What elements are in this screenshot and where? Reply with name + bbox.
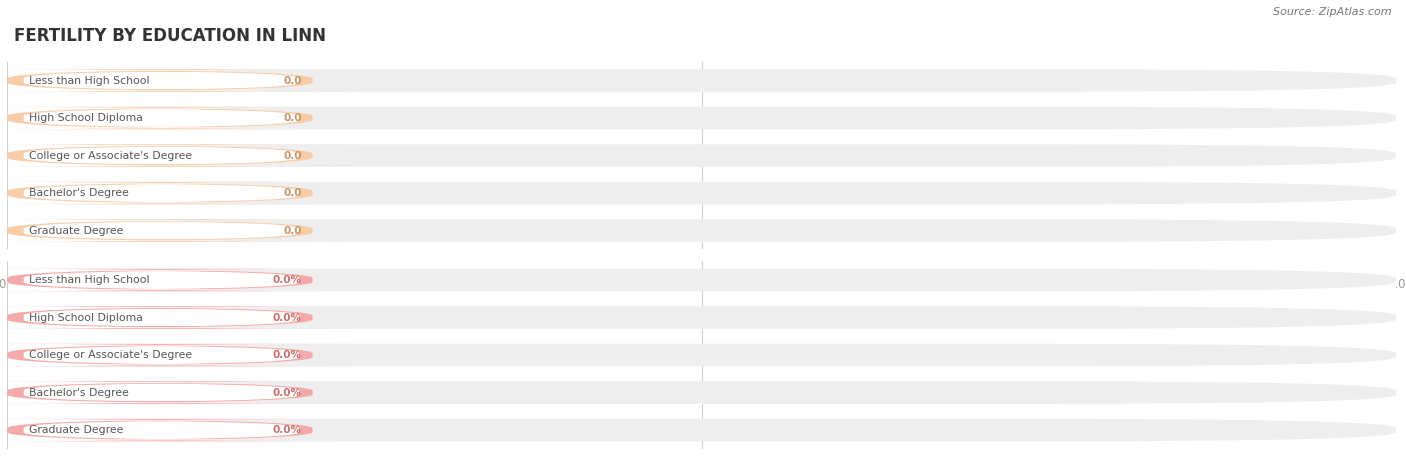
Text: High School Diploma: High School Diploma — [30, 113, 143, 123]
FancyBboxPatch shape — [21, 270, 301, 290]
Text: 0.0: 0.0 — [283, 113, 301, 123]
FancyBboxPatch shape — [7, 344, 1396, 366]
FancyBboxPatch shape — [0, 344, 354, 366]
FancyBboxPatch shape — [0, 182, 354, 204]
Text: 0.0: 0.0 — [283, 188, 301, 198]
FancyBboxPatch shape — [21, 420, 301, 440]
Text: 0.0%: 0.0% — [273, 313, 301, 323]
FancyBboxPatch shape — [0, 419, 354, 441]
FancyBboxPatch shape — [0, 269, 354, 291]
FancyBboxPatch shape — [7, 306, 1396, 329]
FancyBboxPatch shape — [7, 107, 1396, 129]
Text: College or Associate's Degree: College or Associate's Degree — [30, 151, 193, 161]
FancyBboxPatch shape — [7, 219, 1396, 242]
FancyBboxPatch shape — [0, 69, 354, 92]
Text: 0.0%: 0.0% — [273, 388, 301, 398]
FancyBboxPatch shape — [7, 69, 1396, 92]
Text: College or Associate's Degree: College or Associate's Degree — [30, 350, 193, 360]
FancyBboxPatch shape — [21, 308, 301, 327]
FancyBboxPatch shape — [7, 381, 1396, 404]
Text: 0.0: 0.0 — [283, 226, 301, 236]
FancyBboxPatch shape — [21, 383, 301, 402]
Text: Source: ZipAtlas.com: Source: ZipAtlas.com — [1274, 8, 1392, 18]
FancyBboxPatch shape — [21, 221, 301, 240]
Text: Graduate Degree: Graduate Degree — [30, 425, 124, 435]
Text: High School Diploma: High School Diploma — [30, 313, 143, 323]
Text: 0.0%: 0.0% — [273, 350, 301, 360]
Text: Graduate Degree: Graduate Degree — [30, 226, 124, 236]
Text: 0.0: 0.0 — [283, 76, 301, 86]
FancyBboxPatch shape — [21, 146, 301, 165]
Text: Bachelor's Degree: Bachelor's Degree — [30, 388, 129, 398]
FancyBboxPatch shape — [7, 419, 1396, 441]
FancyBboxPatch shape — [21, 345, 301, 365]
FancyBboxPatch shape — [0, 144, 354, 167]
Text: 0.0%: 0.0% — [273, 425, 301, 435]
Text: Less than High School: Less than High School — [30, 76, 150, 86]
FancyBboxPatch shape — [0, 107, 354, 129]
FancyBboxPatch shape — [7, 144, 1396, 167]
FancyBboxPatch shape — [0, 219, 354, 242]
Text: FERTILITY BY EDUCATION IN LINN: FERTILITY BY EDUCATION IN LINN — [14, 27, 326, 45]
FancyBboxPatch shape — [0, 306, 354, 329]
Text: 0.0: 0.0 — [283, 151, 301, 161]
Text: Bachelor's Degree: Bachelor's Degree — [30, 188, 129, 198]
FancyBboxPatch shape — [21, 71, 301, 90]
FancyBboxPatch shape — [0, 381, 354, 404]
FancyBboxPatch shape — [7, 269, 1396, 291]
FancyBboxPatch shape — [21, 108, 301, 128]
FancyBboxPatch shape — [7, 182, 1396, 204]
Text: 0.0%: 0.0% — [273, 275, 301, 285]
Text: Less than High School: Less than High School — [30, 275, 150, 285]
FancyBboxPatch shape — [21, 183, 301, 203]
